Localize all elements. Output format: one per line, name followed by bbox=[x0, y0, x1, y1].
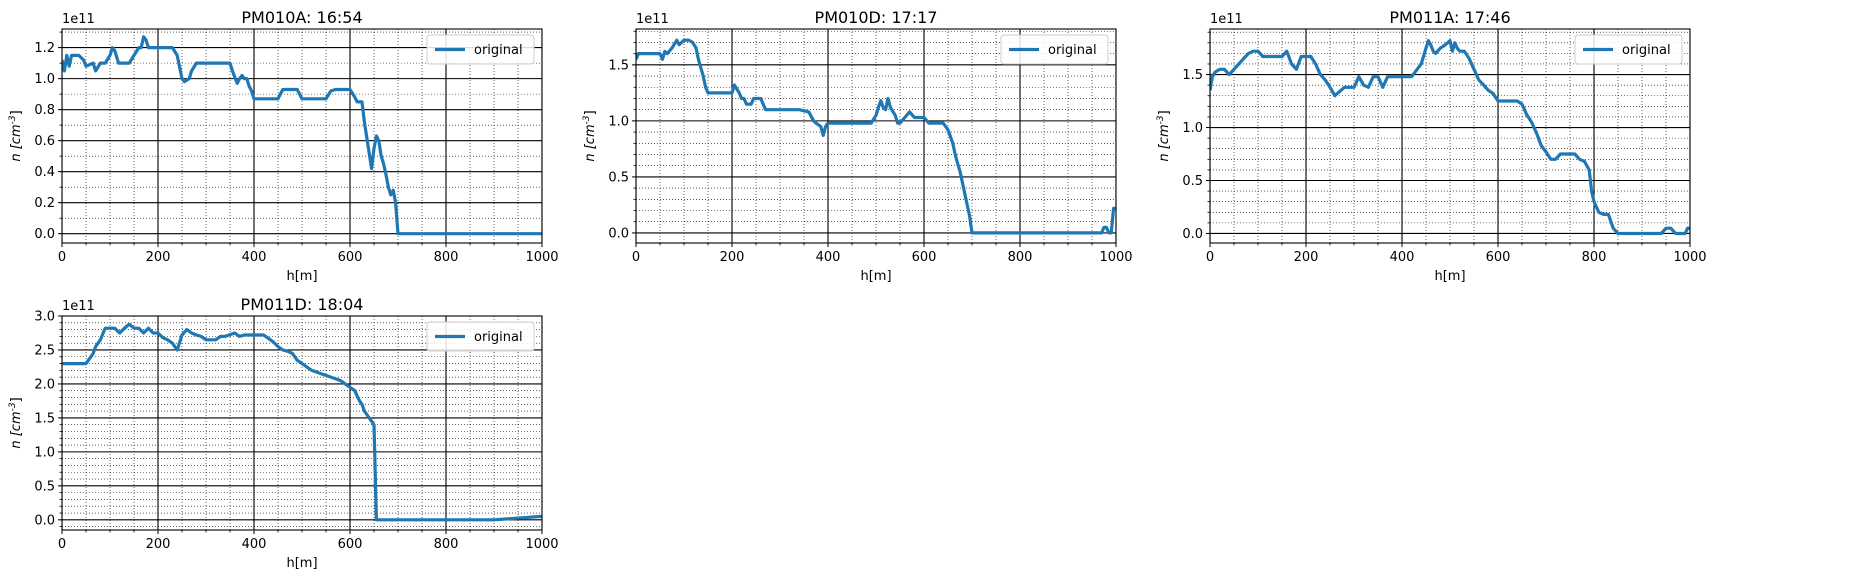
x-tick-label: 800 bbox=[1582, 250, 1607, 265]
legend-label: original bbox=[474, 330, 523, 345]
plot-area bbox=[62, 29, 542, 243]
y-tick-label: 1.5 bbox=[34, 411, 55, 426]
x-tick-label: 400 bbox=[1390, 250, 1415, 265]
legend: original bbox=[1574, 34, 1683, 65]
series-line-original bbox=[636, 38, 1116, 235]
chart-panel-3: 0 200 400 600 800 1000 0.0 0.5 1.0 1.5 1e11 PM011A:… bbox=[1156, 8, 1707, 284]
y-tick-label: 3.0 bbox=[34, 310, 55, 325]
y-tick-label: 0.0 bbox=[34, 513, 55, 528]
y-tick-label: 2.5 bbox=[34, 343, 55, 358]
y-offset-label: 1e11 bbox=[62, 299, 95, 314]
chart-panel-1: 0 200 400 600 800 1000 0.0 0.2 0.4 0.6 0.8 1.0 1.2 1e… bbox=[8, 8, 559, 284]
x-tick-label: 800 bbox=[1008, 250, 1033, 265]
y-offset-label: 1e11 bbox=[62, 12, 95, 27]
legend-box bbox=[426, 34, 535, 65]
series-line-original bbox=[62, 322, 542, 522]
y-tick-label: 1.0 bbox=[34, 445, 55, 460]
x-tick-label: 200 bbox=[1294, 250, 1319, 265]
y-tick-label: 0.0 bbox=[608, 226, 629, 241]
legend-label: original bbox=[1622, 43, 1671, 58]
y-tick-label: 0.4 bbox=[34, 165, 55, 180]
y-tick-label: 1.5 bbox=[608, 58, 629, 73]
y-tick-label: 0.2 bbox=[34, 196, 55, 211]
y-tick-label: 1.5 bbox=[1182, 68, 1203, 83]
x-tick-label: 600 bbox=[1486, 250, 1511, 265]
y-tick-label: 0.0 bbox=[34, 227, 55, 242]
y-tick-label: 0.5 bbox=[34, 479, 55, 494]
x-tick-label: 200 bbox=[146, 250, 171, 265]
x-tick-label: 200 bbox=[720, 250, 745, 265]
chart-title: PM011A: 17:46 bbox=[1389, 8, 1510, 27]
chart-title: PM010D: 17:17 bbox=[815, 8, 938, 27]
y-tick-label: 0.5 bbox=[608, 170, 629, 185]
x-tick-label: 600 bbox=[338, 250, 363, 265]
chart-title: PM011D: 18:04 bbox=[241, 295, 364, 314]
x-tick-label: 600 bbox=[912, 250, 937, 265]
x-tick-label: 600 bbox=[338, 537, 363, 552]
y-offset-label: 1e11 bbox=[1210, 12, 1243, 27]
x-tick-label: 1000 bbox=[1673, 250, 1706, 265]
legend-box bbox=[426, 321, 535, 352]
x-tick-label: 800 bbox=[434, 537, 459, 552]
y-axis-label: n [cm-3] bbox=[582, 110, 598, 161]
x-tick-label: 1000 bbox=[1099, 250, 1132, 265]
x-tick-label: 400 bbox=[816, 250, 841, 265]
chart-title: PM010A: 16:54 bbox=[241, 8, 362, 27]
legend-box bbox=[1000, 34, 1109, 65]
legend-label: original bbox=[1048, 43, 1097, 58]
x-axis-label: h[m] bbox=[1434, 269, 1465, 284]
grid-lines bbox=[636, 29, 1116, 243]
series-line-original bbox=[62, 35, 542, 236]
x-axis-label: h[m] bbox=[860, 269, 891, 284]
y-tick-label: 0.6 bbox=[34, 134, 55, 149]
y-tick-label: 0.5 bbox=[1182, 174, 1203, 189]
x-tick-label: 800 bbox=[434, 250, 459, 265]
y-axis-label: n [cm-3] bbox=[8, 397, 24, 448]
y-tick-label: 0.8 bbox=[34, 103, 55, 118]
y-tick-label: 0.0 bbox=[1182, 227, 1203, 242]
y-axis-label: n [cm-3] bbox=[1156, 110, 1172, 161]
x-tick-label: 400 bbox=[242, 250, 267, 265]
y-tick-label: 2.0 bbox=[34, 377, 55, 392]
legend: original bbox=[1000, 34, 1109, 65]
x-tick-label: 400 bbox=[242, 537, 267, 552]
x-tick-label: 0 bbox=[58, 250, 66, 265]
x-tick-label: 1000 bbox=[525, 537, 558, 552]
y-offset-label: 1e11 bbox=[636, 12, 669, 27]
legend: original bbox=[426, 34, 535, 65]
plot-area bbox=[62, 316, 542, 530]
x-tick-label: 200 bbox=[146, 537, 171, 552]
legend: original bbox=[426, 321, 535, 352]
y-tick-label: 1.0 bbox=[1182, 121, 1203, 136]
x-tick-label: 0 bbox=[632, 250, 640, 265]
chart-panel-2: 0 200 400 600 800 1000 0.0 0.5 1.0 1.5 1e11 PM010D:… bbox=[582, 8, 1133, 284]
x-axis-label: h[m] bbox=[286, 556, 317, 571]
legend-box bbox=[1574, 34, 1683, 65]
y-axis-label: n [cm-3] bbox=[8, 110, 24, 161]
legend-label: original bbox=[474, 43, 523, 58]
x-tick-label: 1000 bbox=[525, 250, 558, 265]
y-tick-label: 1.0 bbox=[608, 114, 629, 129]
x-axis-label: h[m] bbox=[286, 269, 317, 284]
chart-panel-4: 0 200 400 600 800 1000 0.0 0.5 1.0 1.5 2.0 2.5 3.0 1e… bbox=[8, 295, 559, 571]
x-tick-label: 0 bbox=[58, 537, 66, 552]
series-line-original bbox=[1210, 39, 1690, 236]
y-tick-label: 1.2 bbox=[34, 41, 55, 56]
y-tick-label: 1.0 bbox=[34, 72, 55, 87]
x-tick-label: 0 bbox=[1206, 250, 1214, 265]
plot-area bbox=[1210, 29, 1690, 243]
